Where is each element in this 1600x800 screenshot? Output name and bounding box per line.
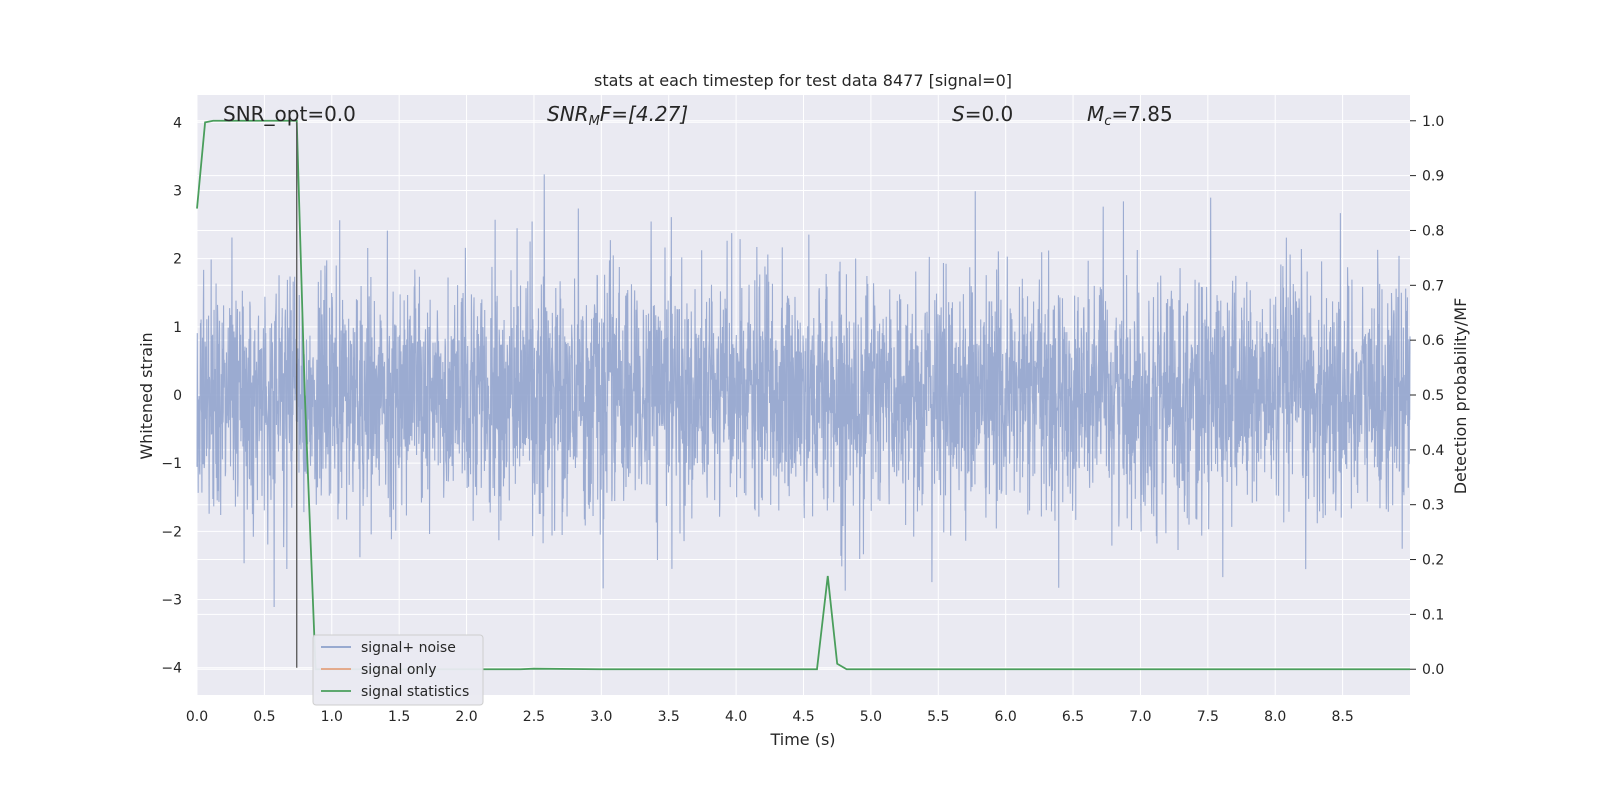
x-tick-label: 5.5 — [927, 709, 949, 725]
x-tick-label: 7.0 — [1129, 709, 1151, 725]
legend-label-signal-only: signal only — [361, 662, 436, 678]
y-tick-label: 1 — [173, 320, 182, 336]
y-right-tick-label: 0.8 — [1422, 223, 1444, 239]
x-tick-label: 8.0 — [1264, 709, 1286, 725]
x-tick-label: 2.5 — [523, 709, 545, 725]
y-right-axis-label: Detection probability/MF — [1451, 298, 1470, 495]
annotation-mc-base: M — [1087, 102, 1104, 126]
annotation-snr-mf-base: SNR — [547, 102, 589, 126]
y-right-tick-label: 0.1 — [1422, 607, 1444, 623]
annotation-snr-mf-sub: M — [589, 114, 600, 129]
x-axis-ticks: 0.0 0.5 1.0 1.5 2.0 2.5 3.0 3.5 4.0 4.5 5.0 5.5 6.0 6… — [186, 709, 1354, 725]
x-tick-label: 4.5 — [792, 709, 814, 725]
y-right-axis-ticks: 0.0 0.1 0.2 0.3 0.4 0.5 0.6 0.7 0.8 0.9 1.0 — [1410, 114, 1444, 678]
y-right-tick-label: 0.0 — [1422, 662, 1444, 678]
y-tick-label: 0 — [173, 388, 182, 404]
y-tick-label: 2 — [173, 252, 182, 268]
y-tick-label: −1 — [161, 456, 182, 472]
legend-box — [312, 634, 484, 706]
x-tick-label: 3.0 — [590, 709, 612, 725]
y-right-tick-label: 0.5 — [1422, 388, 1444, 404]
y-tick-label: −3 — [161, 593, 182, 609]
legend: signal+ noise signal only signal statist… — [312, 634, 484, 706]
y-right-tick-label: 0.9 — [1422, 169, 1444, 185]
y-right-tick-label: 0.4 — [1422, 443, 1444, 459]
legend-label-signal-noise: signal+ noise — [361, 640, 456, 656]
annotation-snr-opt: SNR_opt=0.0 — [223, 102, 356, 126]
x-tick-label: 6.5 — [1062, 709, 1084, 725]
legend-label-signal-statistics: signal statistics — [361, 684, 469, 700]
y-tick-label: −2 — [161, 524, 182, 540]
y-right-tick-label: 0.6 — [1422, 333, 1444, 349]
y-axis-label: Whitened strain — [137, 332, 156, 459]
y-right-tick-label: 1.0 — [1422, 114, 1444, 130]
y-right-tick-label: 0.3 — [1422, 498, 1444, 514]
x-tick-label: 6.0 — [995, 709, 1017, 725]
x-tick-label: 4.0 — [725, 709, 747, 725]
annotation-mc-value: =7.85 — [1111, 102, 1172, 126]
signal-noise-series — [196, 174, 1411, 608]
x-tick-label: 0.0 — [186, 709, 208, 725]
x-tick-label: 1.5 — [388, 709, 410, 725]
annotation-snr-mf: SNRMF=[4.27] — [547, 102, 688, 129]
annotation-s-value: =0.0 — [965, 102, 1014, 126]
x-tick-label: 3.5 — [658, 709, 680, 725]
x-tick-label: 0.5 — [253, 709, 275, 725]
x-tick-label: 7.5 — [1197, 709, 1219, 725]
signal-noise-line — [196, 174, 1411, 608]
chart-title: stats at each timestep for test data 847… — [594, 71, 1012, 90]
x-axis-label: Time (s) — [769, 730, 835, 749]
x-tick-label: 2.0 — [455, 709, 477, 725]
y-tick-label: −4 — [161, 661, 182, 677]
y-right-tick-label: 0.2 — [1422, 553, 1444, 569]
x-tick-label: 8.5 — [1331, 709, 1353, 725]
x-tick-label: 5.0 — [860, 709, 882, 725]
annotation-mc-sub: c — [1104, 114, 1111, 129]
annotation-mc: Mc=7.85 — [1087, 102, 1173, 129]
y-tick-label: 3 — [173, 183, 182, 199]
annotation-s: S=0.0 — [952, 102, 1013, 126]
x-tick-label: 1.0 — [321, 709, 343, 725]
y-tick-label: 4 — [173, 115, 182, 131]
annotation-snr-mf-rest: F=[4.27] — [600, 102, 688, 126]
y-right-tick-label: 0.7 — [1422, 278, 1444, 294]
annotation-s-label: S — [952, 102, 965, 126]
y-axis-ticks: −4 −3 −2 −1 0 1 2 3 4 — [161, 115, 182, 676]
